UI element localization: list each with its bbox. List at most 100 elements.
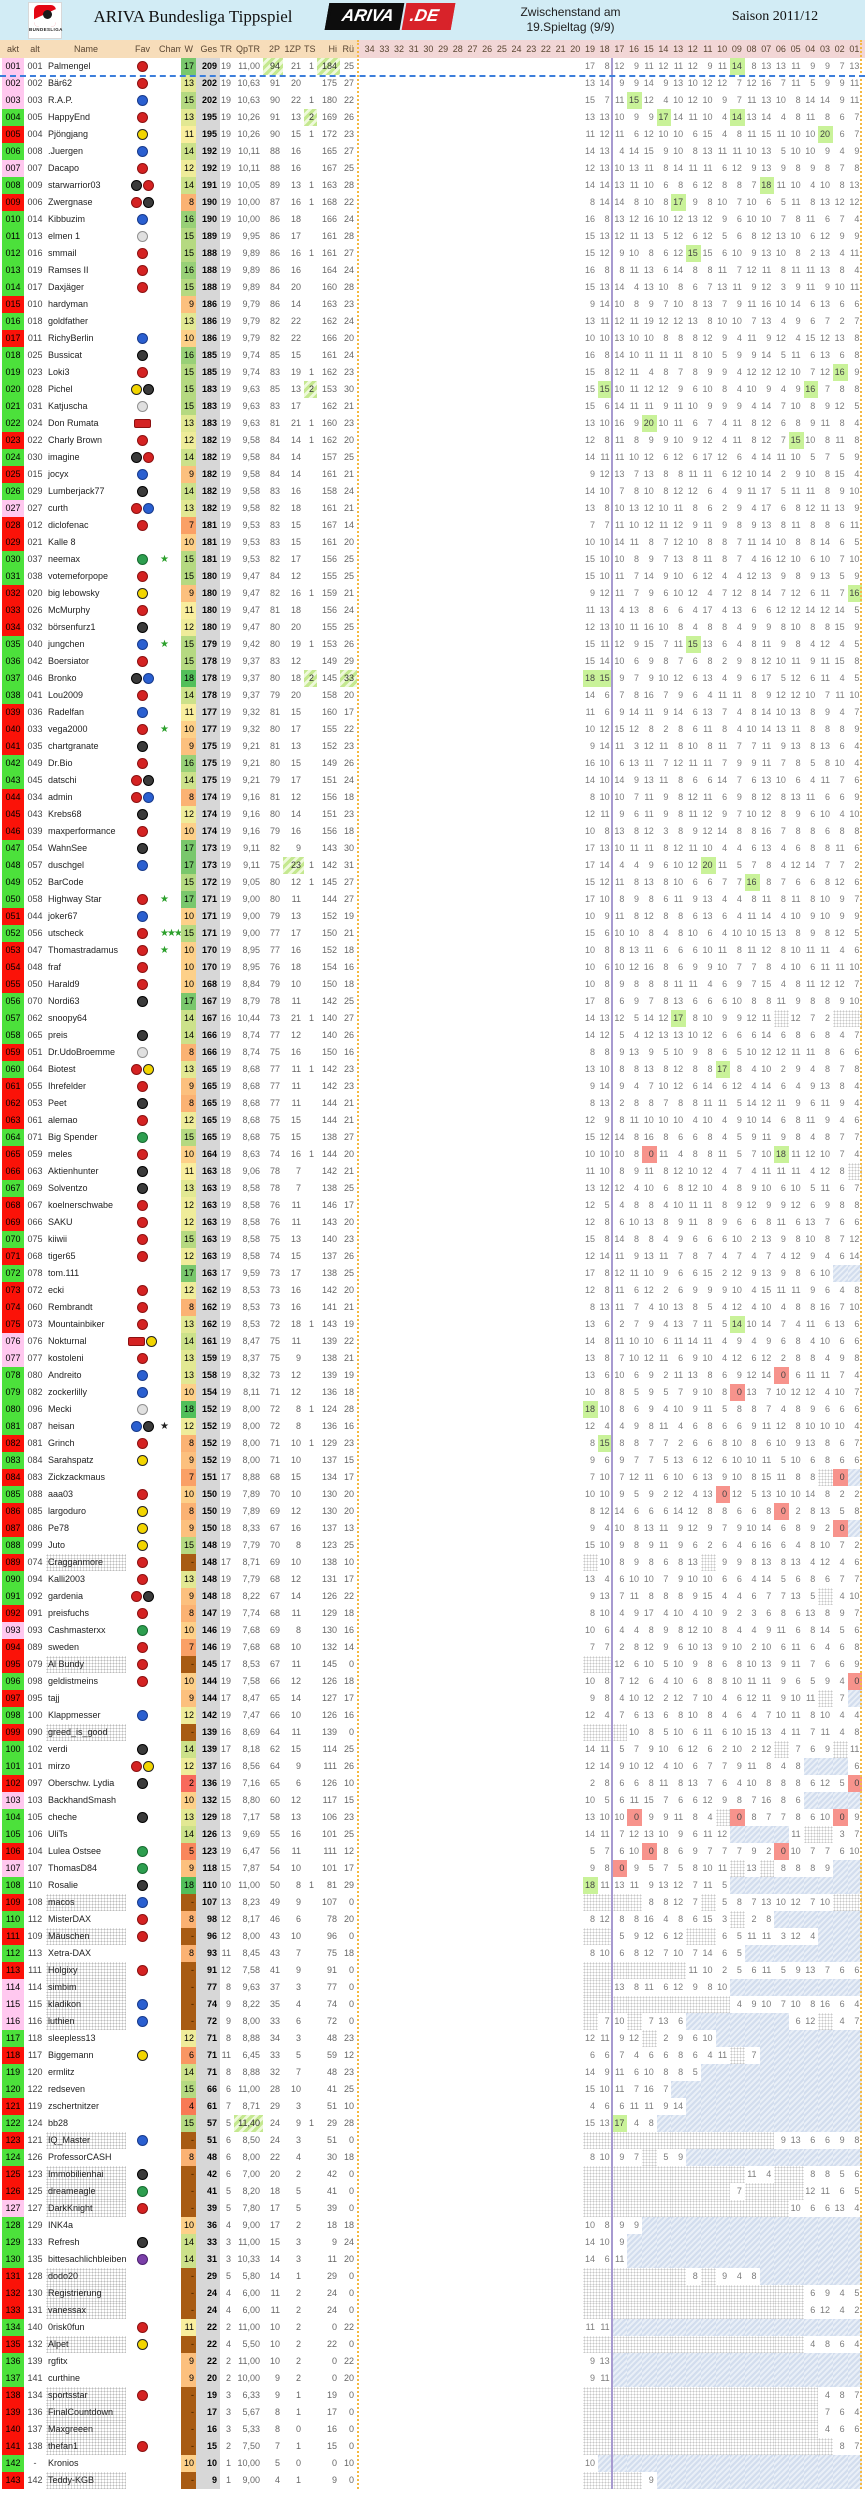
matchday-cell: 17	[671, 1010, 687, 1027]
matchday-cell: 12	[687, 61, 698, 71]
matchday-cell: 6	[663, 1506, 669, 1516]
hinrunde-points: 132	[321, 1642, 337, 1652]
matchday-cell-future	[436, 1571, 451, 1588]
matchday-cell-future	[378, 364, 393, 381]
matchday-cell-future	[436, 262, 451, 279]
favorite-club-icons	[126, 1418, 159, 1435]
matchday-cell-future	[436, 126, 451, 143]
points-last-matchday: 16	[181, 211, 196, 228]
matchday-cell: 14	[730, 1316, 745, 1333]
points-total: 165	[196, 1129, 220, 1146]
player-name: Ramses II	[48, 265, 89, 275]
matchday-cell: 4	[854, 1098, 860, 1108]
matchday-cell-future	[436, 670, 451, 687]
matchday-cell-future	[451, 772, 466, 789]
top-scores	[304, 738, 317, 755]
matchday-cell: 6	[839, 299, 845, 309]
matchday-cell-future	[378, 568, 393, 585]
one-point-hits: 16	[290, 588, 301, 598]
matchday-cell: 9	[736, 673, 742, 683]
rank-current: 061	[2, 1078, 24, 1095]
champion-star-icon	[159, 1333, 181, 1350]
top-scores	[304, 687, 317, 704]
matchday-cell-future	[407, 1197, 422, 1214]
matchday-cell-future	[392, 1486, 407, 1503]
matchday-cell-future	[525, 1112, 540, 1129]
matchday-cell: 10	[790, 401, 801, 411]
player-row: 015 010 hardyman 9 186 19 9,79 86 14 163 23 9 14 10 8 9…	[2, 296, 862, 313]
matchday-cell: 8	[795, 248, 801, 258]
matchday-cell-future	[451, 585, 466, 602]
hinrunde-points: 152	[321, 911, 337, 921]
matchday-cell-future	[436, 1231, 451, 1248]
matchday-cell-future	[378, 1316, 393, 1333]
champion-star-icon	[159, 959, 181, 976]
matchday-cell-future	[392, 721, 407, 738]
matchday-cell-future	[466, 925, 481, 942]
matchday-cell-future	[436, 1554, 451, 1571]
rueckrunde-points: 33	[340, 670, 357, 687]
matchday-cell: 8	[736, 1183, 742, 1193]
matchday-cell-future	[495, 92, 510, 109]
matchday-cell-future	[392, 1401, 407, 1418]
points-last-matchday: 13	[181, 500, 196, 517]
club-logo-icon	[137, 214, 148, 225]
matchday-cell: 12	[673, 1489, 684, 1499]
matchday-cell: 6	[604, 1625, 610, 1635]
matchday-cell: 12	[643, 129, 654, 139]
rueckrunde-points: 18	[343, 1608, 354, 1618]
ariva-logo[interactable]: ARIVA .DE	[324, 3, 456, 30]
matchday-cell-future	[422, 721, 437, 738]
rueckrunde-points: 26	[343, 639, 354, 649]
matchday-cell-future	[436, 1503, 451, 1520]
matchday-cell: 13	[819, 350, 830, 360]
champion-star-icon: ★	[160, 894, 169, 905]
hinrunde-points: 130	[321, 1625, 337, 1635]
matchday-cell: 11	[615, 741, 625, 751]
matchday-cell-future	[569, 415, 584, 432]
matchday-cell: 14	[717, 775, 728, 785]
matchday-cell: 6	[663, 180, 669, 190]
matchday-cell: 8	[692, 333, 698, 343]
matchday-cell: 12	[746, 265, 757, 275]
matchday-cell-future	[525, 432, 540, 449]
matchday-cell: 6	[751, 843, 757, 853]
matchday-cell: 12	[790, 673, 801, 683]
points-last-matchday: 12	[181, 806, 196, 823]
top-scores: 1	[308, 197, 314, 207]
matchday-cell-future	[422, 772, 437, 789]
matchday-cell-future	[422, 75, 437, 92]
matchday-cell-future	[422, 959, 437, 976]
matchday-cell-future	[422, 364, 437, 381]
matchday-cell: 5	[839, 1506, 845, 1516]
matchday-cell-future	[422, 1180, 437, 1197]
points-total: 146	[196, 1622, 220, 1639]
matchday-cell: 12	[761, 367, 772, 377]
matchday-cell-future	[436, 602, 451, 619]
matchday-cell-future	[378, 551, 393, 568]
hinrunde-points: 162	[321, 367, 337, 377]
matchday-cell: 10	[731, 1676, 742, 1686]
matchday-cell-future	[539, 823, 554, 840]
matchday-cell: 6	[634, 1404, 640, 1414]
matchday-cell: 11	[585, 605, 595, 615]
top-scores	[304, 1078, 317, 1095]
matchday-cell: 6	[810, 809, 816, 819]
points-total: 163	[196, 1265, 220, 1282]
player-row: 076 076 Nokturnal 14 161 19 8,47 75 11 139 22 14 8 11…	[2, 1333, 862, 1350]
matchday-cell-future	[481, 1231, 496, 1248]
matchday-cell-future	[378, 1010, 393, 1027]
rank-previous: 086	[27, 1523, 43, 1533]
hinrunde-points: 162	[321, 435, 337, 445]
matchday-cell: 11	[615, 1285, 625, 1295]
matchday-cell: 13	[614, 469, 625, 479]
column-header-fav: Fav	[134, 44, 150, 54]
points-last-matchday: 13	[181, 415, 196, 432]
matchday-cell: 11	[717, 945, 728, 955]
matchday-cell: 8	[707, 197, 713, 207]
matchday-cell: 7	[839, 163, 845, 173]
matchday-cell-future	[436, 143, 451, 160]
rueckrunde-points: 25	[343, 163, 354, 173]
matchday-cell: 7	[707, 1251, 713, 1261]
points-total: 163	[196, 1163, 220, 1180]
